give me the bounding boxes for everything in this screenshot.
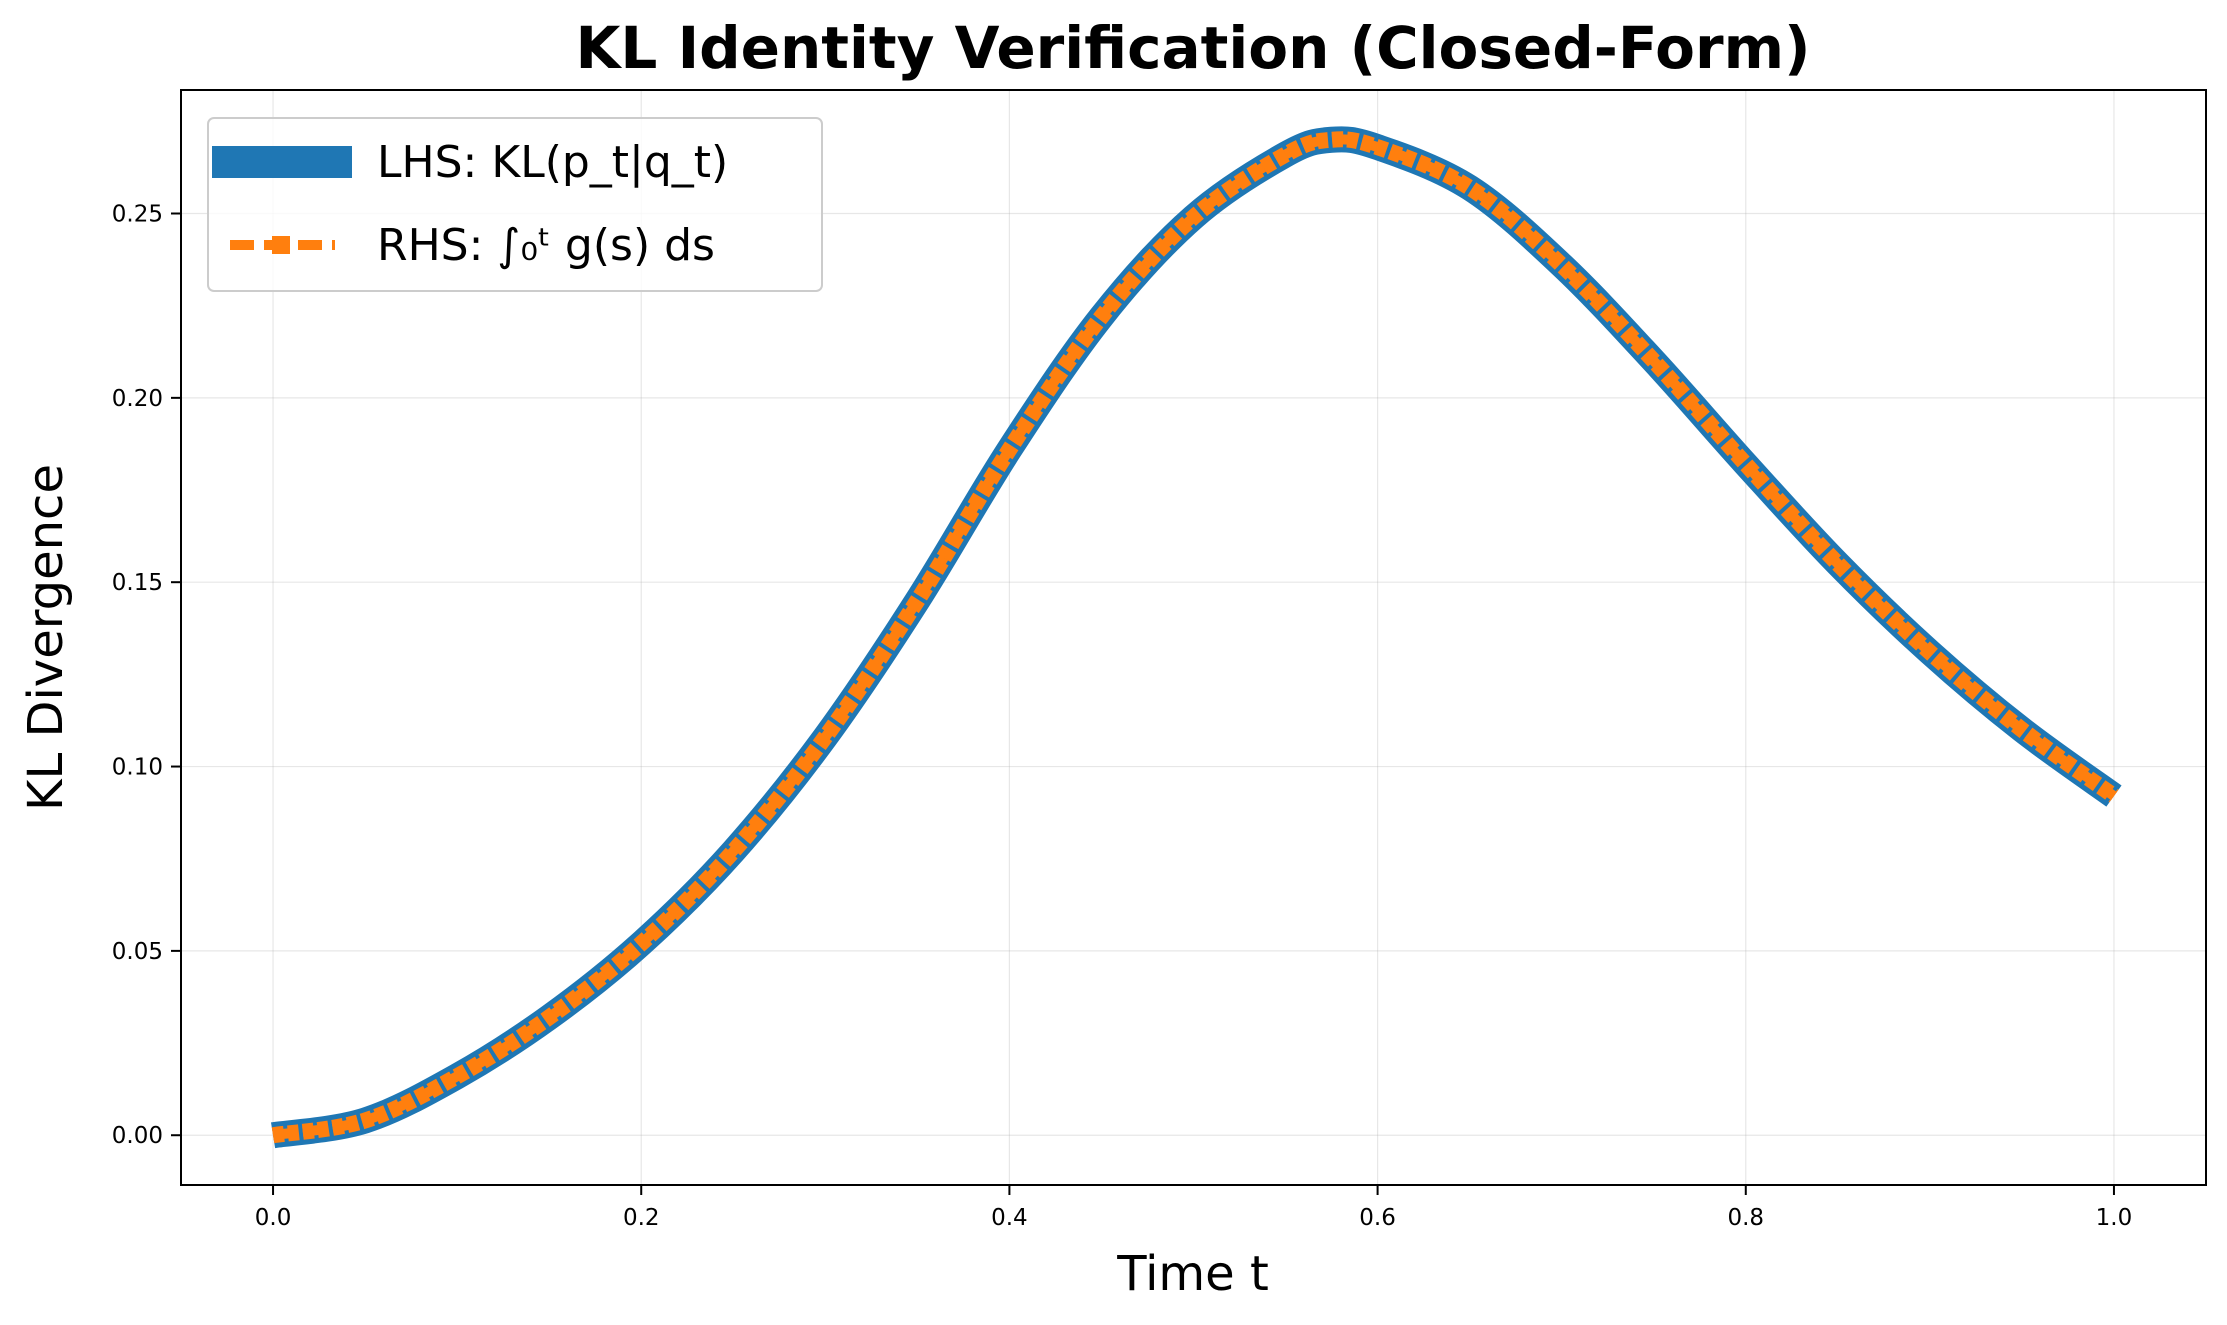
x-axis-ticks: 0.0 0.2 0.4 0.6 0.8 1.0 <box>255 1185 2132 1231</box>
legend-marker-rhs <box>272 236 290 254</box>
legend-label-0: LHS: KL(p_t|q_t) <box>377 137 728 188</box>
y-axis-label: KL Divergence <box>18 464 74 811</box>
x-axis-label: Time t <box>1116 1246 1269 1302</box>
y-tick-label-0: 0.00 <box>112 1123 163 1149</box>
y-tick-label-3: 0.15 <box>112 570 163 596</box>
y-axis-ticks: 0.00 0.05 0.10 0.15 0.20 0.25 <box>112 202 181 1149</box>
x-tick-label-5: 1.0 <box>2096 1205 2133 1231</box>
legend-box <box>207 117 823 292</box>
plot-area-frame <box>180 89 2207 1186</box>
x-tick-label-4: 0.8 <box>1727 1205 1764 1231</box>
legend-entries: LHS: KL(p_t|q_t) RHS: ∫₀ᵗ g(s) ds <box>212 137 728 271</box>
series-layer <box>270 126 2122 1149</box>
series-markers-rhs <box>271 131 2119 1144</box>
x-tick-label-2: 0.4 <box>991 1205 1028 1231</box>
x-tick-label-3: 0.6 <box>1359 1205 1396 1231</box>
y-tick-label-4: 0.20 <box>112 386 163 412</box>
y-tick-label-1: 0.05 <box>112 939 163 965</box>
chart-title: KL Identity Verification (Closed-Form) <box>575 14 1810 82</box>
x-tick-label-0: 0.0 <box>255 1205 292 1231</box>
y-tick-label-5: 0.25 <box>112 202 163 228</box>
legend: LHS: KL(p_t|q_t) RHS: ∫₀ᵗ g(s) ds <box>207 117 823 292</box>
x-tick-label-1: 0.2 <box>623 1205 660 1231</box>
y-tick-label-2: 0.10 <box>112 755 163 781</box>
legend-label-1: RHS: ∫₀ᵗ g(s) ds <box>377 220 715 271</box>
